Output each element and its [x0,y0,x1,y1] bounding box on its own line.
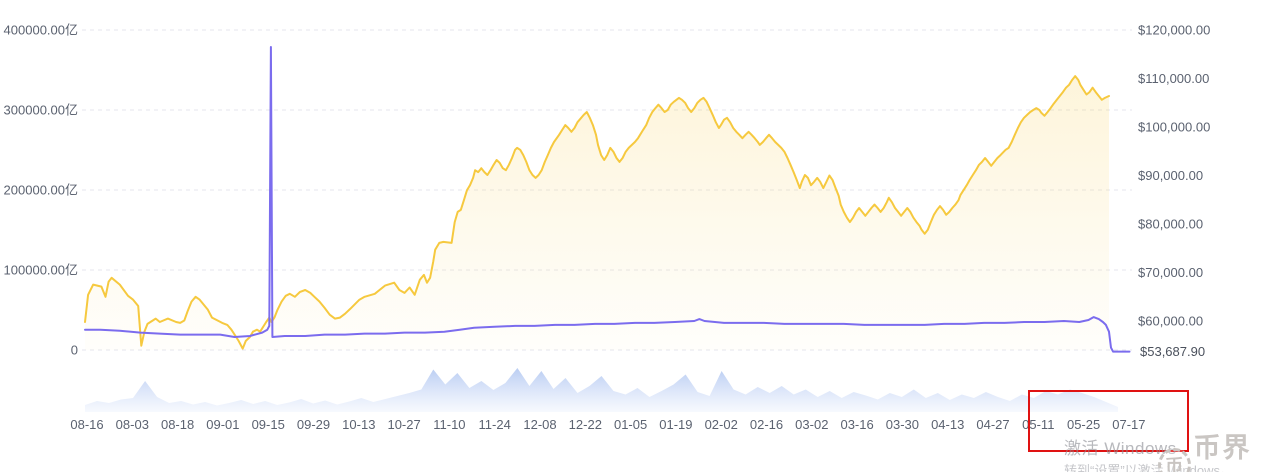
x-axis-tick: 05-11 [1022,417,1054,432]
x-axis-tick: 09-29 [297,417,330,432]
price-series-line [84,75,1110,350]
datazoom-navigator[interactable] [85,362,1118,412]
windows-activation-hint: 转到“设置”以激活 Windows。 [1064,463,1234,472]
x-axis-tick: 09-01 [206,417,239,432]
left-axis-label: 100000.00亿 [4,263,78,278]
x-axis-tick: 04-27 [976,417,1009,432]
right-axis-label: $90,000.00 [1138,168,1203,183]
right-axis-label: $120,000.00 [1138,23,1210,38]
volume-navigator-area [85,368,1118,412]
x-axis-tick: 10-13 [342,417,375,432]
x-axis-tick: 12-22 [569,417,602,432]
right-axis-label: $60,000.00 [1138,314,1203,329]
price-series-area [85,76,1109,350]
x-axis-tick: 11-10 [433,417,465,432]
left-axis-label: 0 [71,343,78,358]
right-axis-label: $80,000.00 [1138,217,1203,232]
x-axis-tick: 08-18 [161,417,194,432]
x-axis-tick: 03-30 [886,417,919,432]
x-axis-tick: 08-03 [116,417,149,432]
x-axis-tick: 03-02 [795,417,828,432]
right-axis-label: $70,000.00 [1138,265,1203,280]
x-axis-tick: 05-25 [1067,417,1100,432]
x-axis-tick: 04-13 [931,417,964,432]
x-axis-tick: 08-16 [70,417,103,432]
x-axis-tick: 02-02 [705,417,738,432]
x-axis-tick: 11-24 [479,417,511,432]
x-axis-tick: 12-08 [523,417,556,432]
left-axis-label: 400000.00亿 [4,23,78,38]
coin-logo-icon: 币 [1158,448,1191,472]
right-axis-label: $110,000.00 [1138,71,1209,86]
x-axis-tick: 03-16 [840,417,873,432]
right-axis-label: $100,000.00 [1138,120,1210,135]
x-axis-tick: 10-27 [387,417,420,432]
left-axis-label: 200000.00亿 [4,183,78,198]
x-axis-tick: 01-19 [659,417,692,432]
x-axis-tick: 01-05 [614,417,647,432]
site-logo-text: 币界网 [1193,433,1252,463]
annotation-rectangle [1028,390,1189,452]
windows-activation-watermark: 激活 Windows [1064,439,1177,458]
x-axis-tick: 07-17 [1112,417,1145,432]
current-price-label: $53,687.90 [1140,344,1206,359]
x-axis-tick: 09-15 [252,417,285,432]
site-logo: 币 币界网 [1158,426,1276,472]
indicator-series-line [84,46,1131,353]
x-axis-tick: 02-16 [750,417,783,432]
left-axis-label: 300000.00亿 [4,103,78,118]
